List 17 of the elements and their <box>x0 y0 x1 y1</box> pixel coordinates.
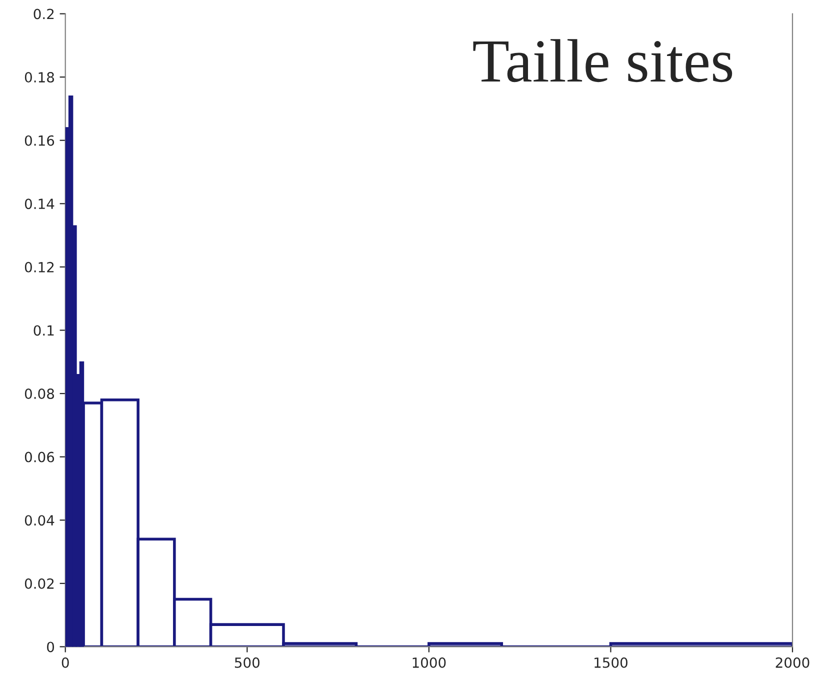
y-tick-label: 0.12 <box>24 262 54 272</box>
y-tick-label: 0.06 <box>24 452 54 462</box>
y-tick-label: 0.08 <box>24 388 54 400</box>
x-tick-label: 1000 <box>412 657 446 668</box>
chart-title: Taille sites <box>473 39 732 82</box>
y-tick-label: 0.04 <box>24 515 54 526</box>
x-tick-label: 1500 <box>594 657 628 668</box>
y-tick-label: 0.14 <box>24 198 54 210</box>
x-tick-label: 0 <box>62 657 69 668</box>
y-tick-label: 0.02 <box>24 578 54 589</box>
x-tick-label: 2000 <box>776 657 810 668</box>
x-tick-label: 500 <box>234 657 260 668</box>
y-tick-label: 0.16 <box>24 135 54 146</box>
y-tick-label: 0.1 <box>34 325 54 336</box>
y-tick-label: 0.18 <box>24 72 54 83</box>
y-tick-label: 0.2 <box>34 8 54 20</box>
y-tick-label: 0 <box>47 642 54 652</box>
